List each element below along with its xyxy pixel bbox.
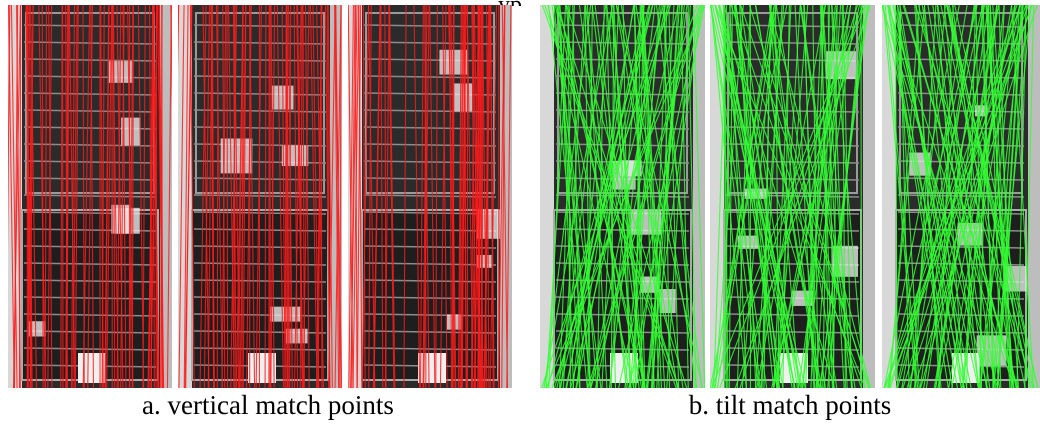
photo [172, 5, 342, 388]
light-edge [863, 5, 875, 388]
photo [710, 5, 875, 388]
match-line [172, 5, 179, 388]
bottom-bar [418, 353, 446, 383]
page: yp a. vertical match points b. tilt matc… [0, 0, 1040, 426]
highlight [114, 208, 140, 234]
match-line [173, 5, 178, 388]
photo [540, 5, 705, 388]
photo-panel [348, 5, 512, 388]
caption: a. vertical match points [142, 390, 394, 420]
photo [6, 5, 177, 388]
match-line [227, 5, 228, 388]
photo [348, 5, 512, 388]
photo-panel [710, 5, 875, 388]
image-panels [6, 5, 1040, 388]
bottom-bar [248, 353, 276, 383]
photo-panel [172, 5, 342, 388]
photo [882, 5, 1040, 388]
photo-panel [6, 5, 177, 388]
caption: b. tilt match points [689, 390, 892, 420]
photo-panel [540, 5, 705, 388]
photo-panel [882, 5, 1040, 388]
figure: yp a. vertical match points b. tilt matc… [0, 0, 1040, 426]
